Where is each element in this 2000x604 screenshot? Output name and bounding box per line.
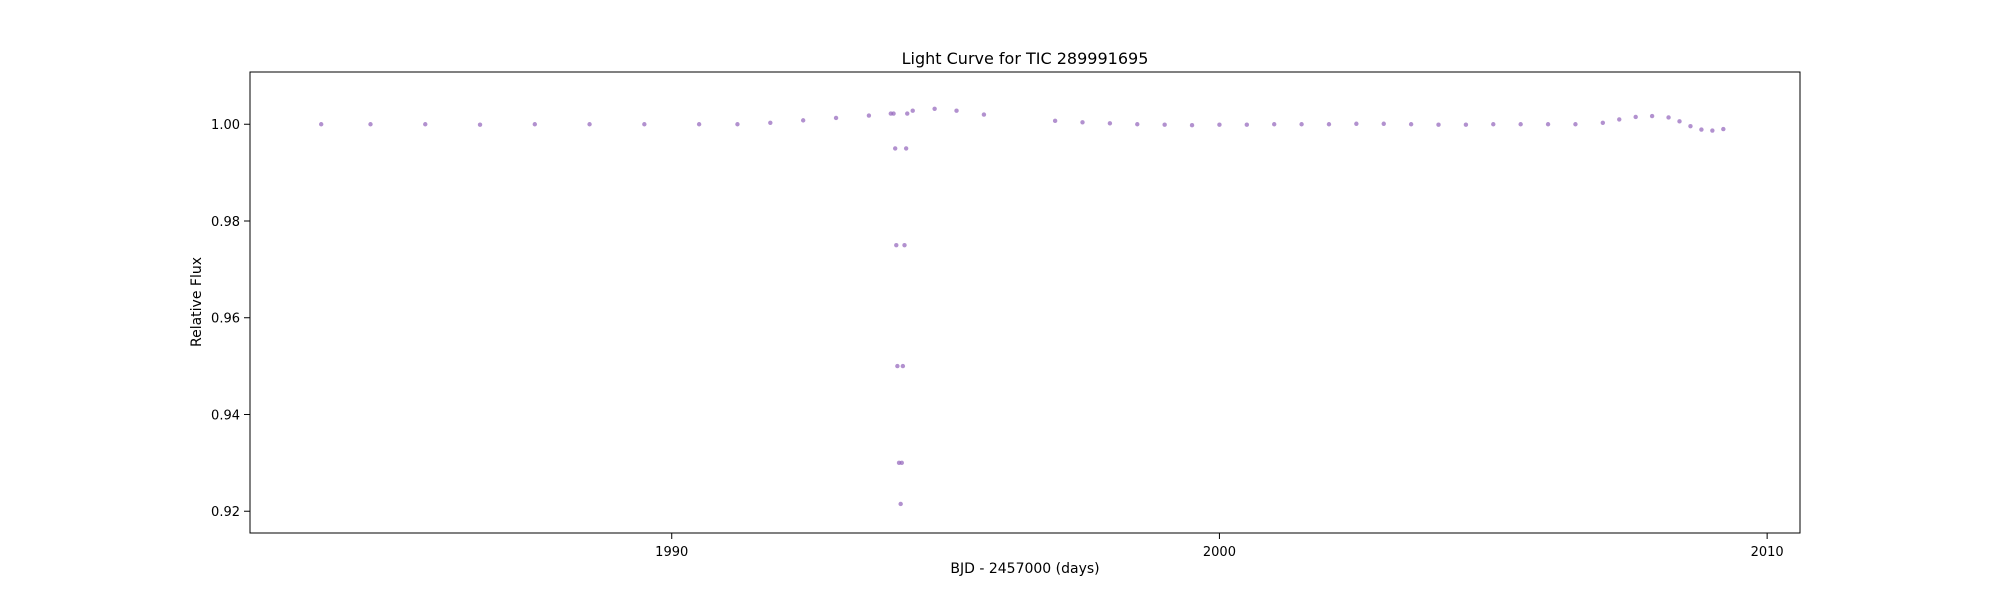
data-point [642,122,647,127]
data-point [1408,122,1414,127]
data-point [423,122,428,127]
data-point [1052,118,1058,124]
data-point [1518,122,1523,127]
x-tick-label: 1990 [655,545,688,560]
data-point [1721,126,1726,132]
y-tick-label: 1.00 [211,118,240,133]
data-point [1600,120,1606,125]
data-point [1545,122,1551,127]
data-point [532,122,538,127]
data-point [477,122,483,127]
data-point [587,122,592,127]
data-point [895,363,900,369]
x-axis-label: BJD - 2457000 (days) [950,561,1099,577]
data-point [1299,122,1304,127]
y-tick-label: 0.92 [211,505,240,520]
data-point [1633,114,1638,120]
data-point [900,363,906,369]
data-point [892,146,898,151]
data-point [1217,122,1222,127]
data-point [932,106,937,111]
data-point [1354,121,1359,126]
data-point [866,113,872,118]
data-point [800,118,806,123]
x-tick-label: 2000 [1203,545,1236,560]
data-point [902,242,907,248]
data-point [696,122,702,127]
data-point [1162,122,1167,127]
y-tick-label: 0.94 [211,408,240,423]
data-point [1573,122,1578,127]
axis-ticks: 1990 2000 2010 0.92 0.94 0.96 0.98 1.00 [211,118,1784,560]
data-point [1491,122,1496,127]
data-point [1699,127,1704,132]
y-tick-label: 0.96 [211,312,240,327]
data-point [905,111,910,116]
data-point [1617,117,1622,122]
data-point [1244,122,1250,127]
data-point [1666,115,1671,120]
data-point [1463,122,1469,127]
scatter-markers [319,106,1726,507]
data-point [1436,122,1441,127]
data-point [1080,120,1085,125]
data-point [903,146,909,151]
data-point [899,460,904,466]
data-point [910,108,915,113]
data-point [1649,113,1655,119]
y-axis-label: Relative Flux [189,257,205,347]
data-point [954,108,959,113]
data-point [319,122,324,127]
chart-title: Light Curve for TIC 289991695 [902,49,1149,68]
data-point [368,122,373,127]
data-point [1381,121,1386,126]
data-point [981,112,987,117]
data-point [768,120,773,125]
data-point [1710,128,1715,133]
data-point [735,122,740,127]
data-point [898,501,903,507]
data-point [1189,123,1195,128]
data-point [833,115,839,121]
x-tick-label: 2010 [1751,545,1784,560]
data-point [1272,122,1277,127]
data-point [891,111,896,116]
data-point [1107,121,1113,126]
data-point [1688,123,1693,129]
plot-frame [249,71,1801,534]
y-tick-label: 0.98 [211,215,240,230]
data-point [1677,119,1682,124]
data-point [1326,122,1332,127]
data-point [1135,122,1140,127]
data-point [894,242,899,248]
